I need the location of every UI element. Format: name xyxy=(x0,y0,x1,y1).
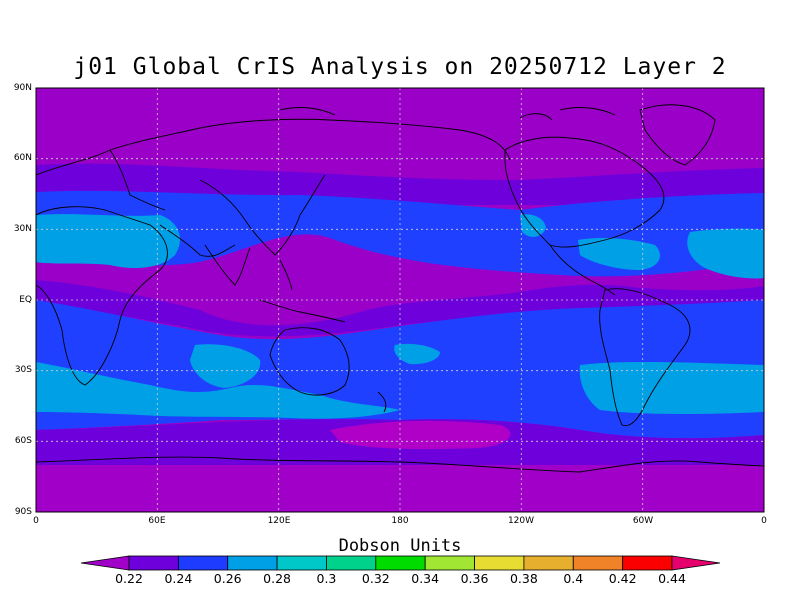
lon-tick-label: 120E xyxy=(267,516,291,526)
colorbar-segment xyxy=(523,555,574,571)
colorbar-tick-label: 0.26 xyxy=(213,571,242,586)
colorbar-tick-label: 0.34 xyxy=(411,571,440,586)
colorbar-tick-label: 0.3 xyxy=(316,571,337,586)
colorbar-segment xyxy=(326,555,377,571)
colorbar-segment xyxy=(177,555,229,571)
lon-tick-label: 60W xyxy=(632,516,654,526)
colorbar-tick-label: 0.28 xyxy=(263,571,291,586)
lat-tick-label: 30S xyxy=(14,365,32,375)
patch-north-lightblue-3 xyxy=(578,237,660,270)
colorbar-segment xyxy=(572,555,624,571)
colorbar-tick-label: 0.22 xyxy=(115,571,143,586)
lon-tick-label: 180 xyxy=(391,516,409,526)
colorbar-segment xyxy=(375,555,426,571)
patch-north-lightblue-4 xyxy=(520,214,546,237)
colorbar-tick-label: 0.24 xyxy=(164,571,193,586)
colorbar-tick-label: 0.32 xyxy=(361,571,390,586)
lat-tick-label: 60S xyxy=(14,436,32,446)
patch-north-lightblue-2 xyxy=(687,228,764,279)
lat-tick-label: 90N xyxy=(13,83,32,93)
patch-north-lightblue-1 xyxy=(36,214,180,268)
colorbar-segment xyxy=(424,555,475,571)
lon-tick-label: 60E xyxy=(148,516,166,526)
map-field xyxy=(36,88,764,512)
grid-lines xyxy=(36,88,764,512)
patch-south-lightblue-2 xyxy=(190,344,261,388)
colorbar-tick-label: 0.42 xyxy=(608,571,637,586)
colorbar-segment xyxy=(276,555,327,571)
lat-tick-label: 90S xyxy=(14,507,32,517)
lat-tick-label: EQ xyxy=(19,295,32,305)
lon-tick-label: 0 xyxy=(761,516,767,526)
lon-tick-label: 0 xyxy=(33,516,39,526)
lat-tick-label: 30N xyxy=(13,224,32,234)
colorbar-title: Dobson Units xyxy=(338,536,462,556)
colorbar-tick-label: 0.4 xyxy=(563,571,584,586)
colorbar-segment xyxy=(80,555,130,571)
colorbar-segment xyxy=(671,555,721,571)
colorbar-segment xyxy=(128,555,179,571)
colorbar-tick-label: 0.36 xyxy=(460,571,489,586)
map-title: j01 Global CrIS Analysis on 20250712 Lay… xyxy=(73,54,727,80)
patch-south-magenta xyxy=(330,420,511,450)
patch-south-lightblue-1 xyxy=(36,362,400,419)
colorbar-tick-label: 0.44 xyxy=(658,571,686,586)
coastlines xyxy=(36,104,764,473)
lon-tick-label: 120W xyxy=(507,516,535,526)
map-frame xyxy=(35,87,765,513)
colorbar-segment xyxy=(622,555,673,571)
colorbar-segment xyxy=(227,555,278,571)
patch-south-lightblue-4 xyxy=(394,343,440,365)
patch-south-lightblue-3 xyxy=(579,361,764,415)
colorbar-segment xyxy=(474,555,525,571)
colorbar-tick-label: 0.38 xyxy=(509,571,538,586)
lat-tick-label: 60N xyxy=(13,153,32,163)
